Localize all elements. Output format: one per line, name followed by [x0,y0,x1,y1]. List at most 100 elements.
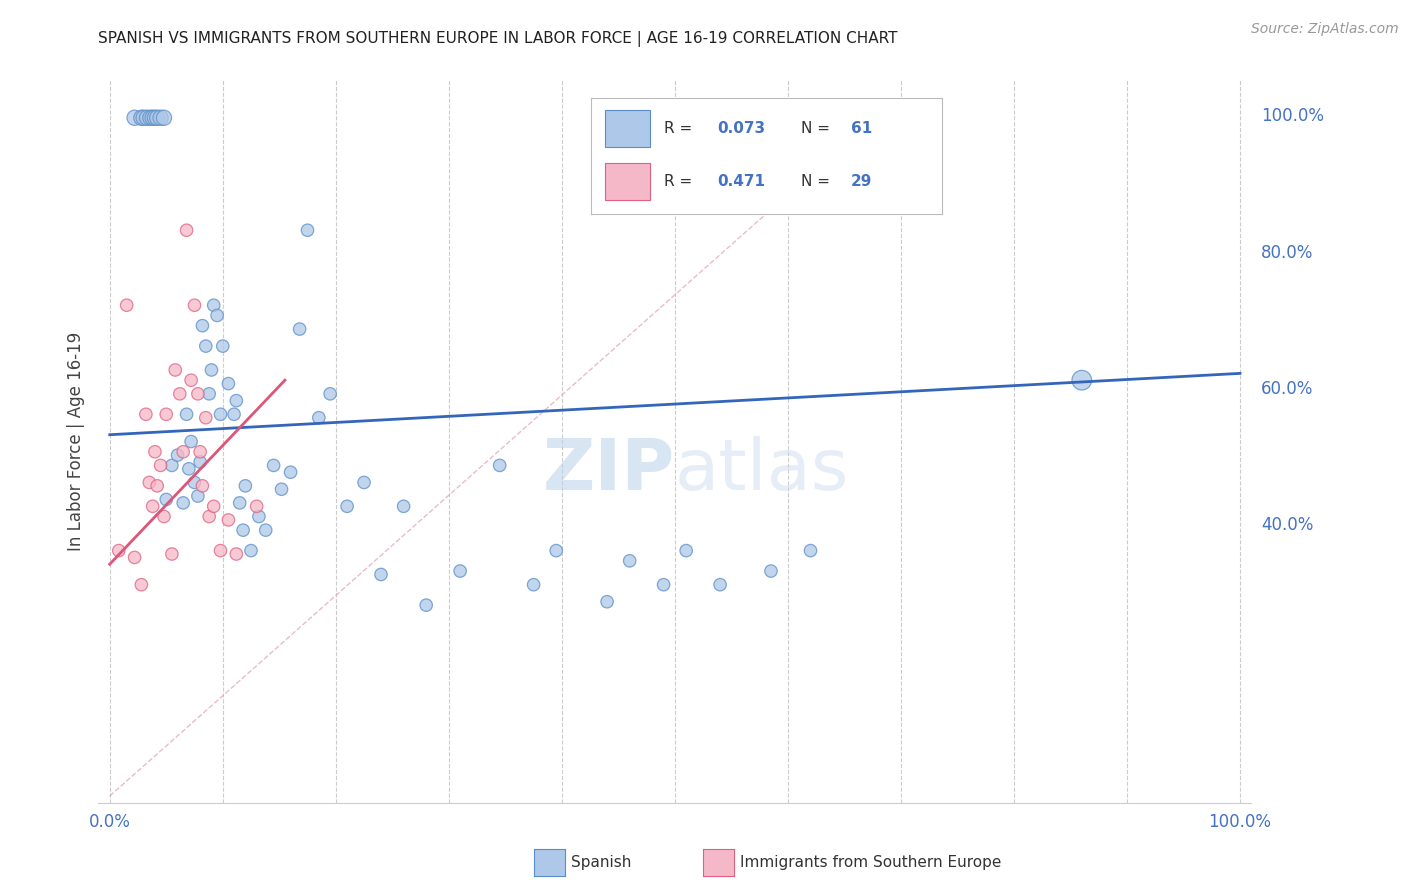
Point [176,407,198,421]
Point [124,111,146,125]
Text: Immigrants from Southern Europe: Immigrants from Southern Europe [740,855,1001,870]
Point [297,223,319,237]
Point [449,564,471,578]
Point [188,444,211,458]
Point [155,492,177,507]
Point [353,475,375,490]
Point [652,577,675,591]
Point [124,550,146,565]
Point [136,111,159,125]
Text: 61: 61 [851,120,872,136]
Point [211,339,233,353]
Point [131,111,153,125]
Point [200,363,222,377]
Point [149,458,172,473]
Point [183,475,205,490]
Point [232,523,254,537]
Point [160,547,183,561]
Point [153,509,176,524]
Point [240,543,263,558]
Point [319,387,342,401]
Point [172,444,194,458]
Point [222,407,245,421]
Point [202,298,225,312]
Point [759,564,782,578]
Text: N =: N = [801,120,835,136]
Point [107,543,129,558]
Point [138,475,160,490]
Point [709,577,731,591]
Point [288,322,311,336]
Point [146,479,169,493]
FancyBboxPatch shape [605,110,650,147]
Point [180,434,202,449]
Point [132,111,155,125]
FancyBboxPatch shape [605,163,650,200]
Point [188,455,211,469]
Point [160,458,183,473]
Text: 0.073: 0.073 [717,120,765,136]
Text: Spanish: Spanish [571,855,631,870]
Point [153,111,176,125]
Point [146,111,169,125]
Point [166,448,188,462]
Point [142,111,165,125]
Point [191,318,214,333]
Text: Source: ZipAtlas.com: Source: ZipAtlas.com [1251,22,1399,37]
Point [217,376,239,391]
Point [143,111,166,125]
Text: 0.471: 0.471 [717,174,765,189]
Point [370,567,392,582]
Point [523,577,546,591]
Point [198,387,221,401]
Point [596,595,619,609]
Point [149,111,172,125]
Point [247,509,270,524]
Text: atlas: atlas [675,436,849,505]
Point [209,543,232,558]
Text: 29: 29 [851,174,872,189]
Point [139,111,162,125]
Point [172,496,194,510]
Point [270,482,292,496]
Point [165,363,187,377]
Point [246,500,269,514]
Point [187,489,209,503]
Y-axis label: In Labor Force | Age 16-19: In Labor Force | Age 16-19 [66,332,84,551]
Point [1070,373,1092,387]
Point [235,479,257,493]
Point [169,387,191,401]
Point [392,500,415,514]
Point [142,500,165,514]
Point [187,387,209,401]
Text: N =: N = [801,174,835,189]
Point [209,407,232,421]
Point [254,523,277,537]
Text: SPANISH VS IMMIGRANTS FROM SOUTHERN EUROPE IN LABOR FORCE | AGE 16-19 CORRELATIO: SPANISH VS IMMIGRANTS FROM SOUTHERN EURO… [98,31,898,47]
Point [198,509,221,524]
Text: R =: R = [664,174,697,189]
Point [131,577,153,591]
Point [546,543,568,558]
Point [176,223,198,237]
Point [225,393,247,408]
Point [135,407,157,421]
Point [183,298,205,312]
Point [415,598,437,612]
Text: R =: R = [664,120,697,136]
Point [191,479,214,493]
Point [619,554,641,568]
Point [194,410,217,425]
Point [263,458,285,473]
Point [280,465,302,479]
Point [225,547,247,561]
Point [177,462,200,476]
Point [799,543,821,558]
Text: ZIP: ZIP [543,436,675,505]
Point [675,543,697,558]
Point [336,500,359,514]
Point [217,513,239,527]
Point [194,339,217,353]
Point [202,500,225,514]
Point [228,496,250,510]
